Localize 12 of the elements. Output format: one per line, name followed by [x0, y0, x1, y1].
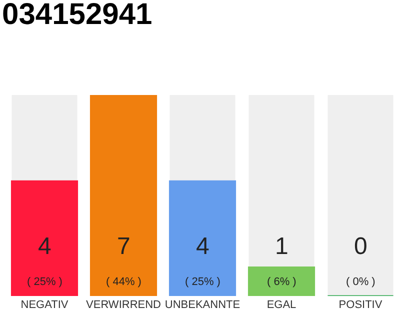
data-label: 7 ( 44% ) [106, 233, 142, 288]
data-label: 0 ( 0% ) [346, 233, 376, 288]
bar [248, 266, 316, 296]
x-tick-label: NEGATIV [20, 299, 69, 311]
data-label: 4 ( 25% ) [185, 233, 220, 288]
data-label: 4 ( 25% ) [27, 233, 62, 288]
chart-title: 034152941 [2, 0, 152, 32]
data-label: 1 ( 6% ) [267, 233, 296, 288]
x-tick-label: EGAL [266, 299, 296, 311]
x-tick-label: UNBEKANNTE [164, 299, 240, 311]
x-tick-label: VERWIRREND [86, 299, 162, 311]
x-tick-label: POSITIV [338, 299, 383, 311]
